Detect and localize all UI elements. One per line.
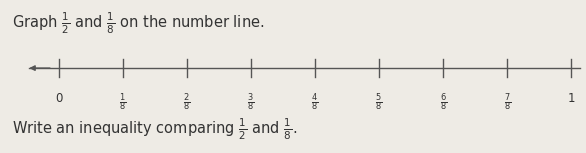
Text: Write an inequality comparing $\frac{1}{2}$ and $\frac{1}{8}$.: Write an inequality comparing $\frac{1}{… <box>12 117 297 142</box>
Text: $\frac{4}{8}$: $\frac{4}{8}$ <box>311 92 319 114</box>
Text: $\frac{7}{8}$: $\frac{7}{8}$ <box>503 92 511 114</box>
Text: $\frac{2}{8}$: $\frac{2}{8}$ <box>183 92 190 114</box>
Text: Graph $\frac{1}{2}$ and $\frac{1}{8}$ on the number line.: Graph $\frac{1}{2}$ and $\frac{1}{8}$ on… <box>12 11 264 36</box>
Text: $\frac{5}{8}$: $\frac{5}{8}$ <box>376 92 383 114</box>
Text: $\frac{1}{8}$: $\frac{1}{8}$ <box>119 92 127 114</box>
Text: 1: 1 <box>568 92 575 105</box>
Text: 0: 0 <box>55 92 62 105</box>
Text: $\frac{6}{8}$: $\frac{6}{8}$ <box>440 92 447 114</box>
Text: $\frac{3}{8}$: $\frac{3}{8}$ <box>247 92 254 114</box>
